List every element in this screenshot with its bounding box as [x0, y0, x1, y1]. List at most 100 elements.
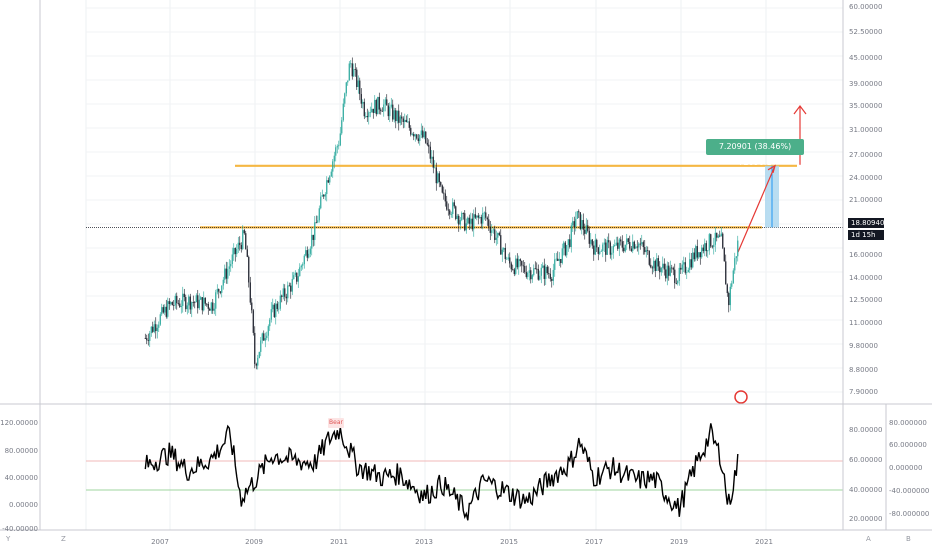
candle-body: [477, 215, 479, 218]
candle-body: [522, 265, 524, 267]
candle-body: [207, 304, 209, 309]
corner-label-a[interactable]: A: [866, 535, 871, 543]
corner-label-b[interactable]: B: [906, 535, 911, 543]
candle-body: [476, 215, 478, 218]
candle-body: [507, 257, 509, 259]
price-tick-label: 9.80000: [849, 342, 878, 350]
time-tick-label: 2007: [151, 538, 169, 546]
candle-body: [305, 250, 307, 256]
candle-body: [407, 121, 409, 123]
candle-body: [432, 156, 434, 168]
price-tick-label: 8.80000: [849, 366, 878, 374]
candle-body: [425, 131, 427, 143]
candle-body: [293, 275, 295, 280]
candle-body: [351, 63, 353, 77]
time-tick-label: 2019: [670, 538, 688, 546]
candle-body: [470, 218, 472, 224]
candle-body: [327, 180, 329, 183]
candle-body: [528, 270, 530, 273]
candle-body: [549, 273, 551, 279]
candle-body: [728, 293, 730, 306]
candle-body: [216, 289, 218, 293]
candle-body: [737, 240, 739, 257]
candle-body: [170, 302, 172, 305]
candle-body: [464, 213, 466, 231]
price-tick-label: 16.00000: [849, 251, 882, 259]
time-tick-label: 2017: [585, 538, 603, 546]
candle-body: [623, 247, 625, 252]
candle-body: [347, 80, 349, 83]
corner-label-y[interactable]: Y: [6, 535, 11, 543]
candle-body: [387, 105, 389, 117]
candle-body: [246, 249, 248, 257]
candle-body: [267, 326, 269, 336]
osc-right-tick-label: 20.00000: [849, 515, 882, 523]
candle-body: [183, 293, 185, 298]
candle-body: [204, 297, 206, 304]
candle-body: [597, 247, 599, 254]
candle-body: [482, 213, 484, 224]
candle-body: [555, 258, 557, 260]
candle-body: [194, 302, 196, 303]
candle-body: [546, 266, 548, 274]
candle-body: [336, 146, 338, 148]
candle-body: [263, 333, 265, 341]
candle-body: [189, 296, 191, 310]
candle-body: [650, 264, 652, 268]
candle-body: [240, 245, 242, 249]
candle-body: [639, 243, 641, 245]
candle-body: [588, 230, 590, 244]
candle-body: [453, 202, 455, 207]
candle-body: [459, 220, 461, 225]
candle-body: [314, 222, 316, 240]
candle-body: [434, 167, 436, 169]
candle-body: [426, 142, 428, 145]
corner-label-z[interactable]: Z: [61, 535, 66, 543]
candle-body: [318, 208, 320, 221]
candle-body: [417, 138, 419, 142]
candle-body: [200, 297, 202, 300]
osc-right-alt-tick-label: 60.000000: [889, 441, 927, 449]
candle-body: [621, 241, 623, 248]
candle-body: [384, 99, 386, 105]
price-tick-label: 60.00000: [849, 3, 882, 11]
candle-body: [611, 252, 613, 255]
candle-body: [321, 194, 323, 197]
candle-body: [401, 116, 403, 119]
candle-body: [462, 213, 464, 214]
projection-arrowhead: [767, 164, 776, 173]
candle-body: [557, 258, 559, 261]
candle-body: [471, 218, 473, 230]
candle-body: [677, 280, 679, 284]
candle-body: [249, 282, 251, 303]
candle-body: [164, 306, 166, 313]
candle-body: [158, 324, 160, 328]
measure-tool[interactable]: [734, 105, 807, 404]
candle-body: [231, 254, 233, 264]
candle-body: [458, 215, 460, 225]
candle-body: [519, 259, 521, 261]
candle-body: [392, 104, 394, 120]
candle-body: [662, 263, 664, 268]
candle-body: [251, 302, 253, 311]
candle-body: [416, 134, 418, 139]
candle-body: [252, 310, 254, 333]
candle-body: [672, 267, 674, 270]
candle-body: [414, 134, 416, 137]
candle-body: [419, 134, 421, 142]
candle-body: [398, 110, 400, 123]
candle-body: [707, 250, 709, 252]
candle-body: [618, 239, 620, 249]
candle-body: [714, 232, 716, 245]
candle-body: [542, 265, 544, 268]
candle-body: [309, 248, 311, 254]
candle-body: [393, 110, 395, 120]
candle-body: [299, 267, 301, 277]
candle-body: [732, 270, 734, 284]
candle-body: [173, 305, 175, 306]
candle-body: [285, 296, 287, 299]
price-tick-label: 45.00000: [849, 54, 882, 62]
